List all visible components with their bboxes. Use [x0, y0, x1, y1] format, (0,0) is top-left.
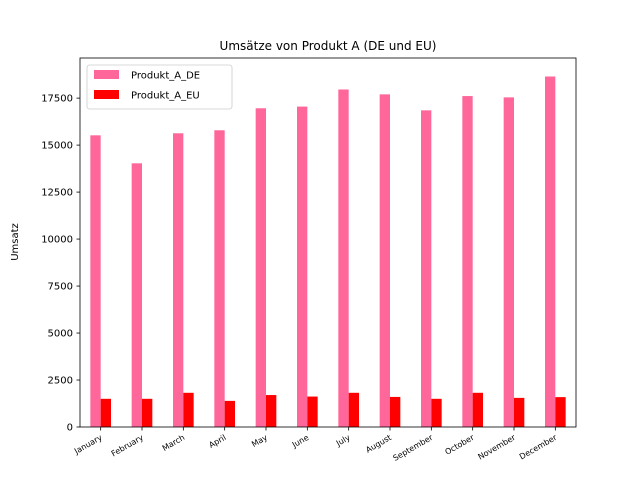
bar-produkt-a-de-october: [462, 96, 473, 427]
legend-swatch-produkt-a-de: [94, 70, 119, 79]
plot-frame: [79, 57, 577, 428]
x-tick-label-november: November: [476, 433, 517, 462]
bar-produkt-a-eu-june: [307, 396, 318, 427]
bar-produkt-a-eu-november: [514, 397, 525, 427]
bar-produkt-a-de-august: [379, 94, 390, 428]
x-tick-label-may: May: [250, 433, 269, 449]
bar-produkt-a-eu-october: [472, 392, 483, 427]
legend-label-produkt-a-de: Produkt_A_DE: [131, 71, 200, 82]
y-tick-label: 2500: [48, 376, 73, 387]
x-tick-label-april: April: [207, 433, 227, 450]
bar-produkt-a-eu-july: [348, 392, 359, 427]
x-tick-label-september: September: [392, 433, 435, 463]
bar-produkt-a-eu-september: [431, 398, 442, 427]
bar-produkt-a-de-may: [255, 108, 266, 428]
legend-label-produkt-a-eu: Produkt_A_EU: [131, 91, 200, 102]
bar-produkt-a-de-february: [131, 163, 142, 427]
bar-produkt-a-de-september: [421, 110, 432, 427]
bar-produkt-a-de-march: [173, 133, 184, 427]
legend: Produkt_A_DE Produkt_A_EU: [86, 64, 233, 110]
bar-produkt-a-eu-january: [100, 398, 111, 427]
bar-produkt-a-de-november: [503, 97, 514, 428]
x-tick-label-january: January: [72, 433, 104, 457]
x-tick-label-july: July: [334, 433, 352, 449]
bar-produkt-a-de-june: [297, 106, 308, 427]
legend-swatch-produkt-a-eu: [94, 90, 119, 99]
x-tick-label-june: June: [290, 433, 311, 450]
x-tick-label-august: August: [364, 433, 393, 455]
x-tick-label-march: March: [161, 433, 187, 453]
y-tick-label: 7500: [48, 282, 73, 293]
bar-produkt-a-de-january: [90, 135, 101, 427]
chart-title: Umsätze von Produkt A (DE und EU): [220, 39, 437, 53]
legend-box: [86, 64, 233, 110]
bar-produkt-a-de-july: [338, 89, 349, 427]
bar-produkt-a-de-april: [214, 130, 225, 427]
x-tick-label-february: February: [110, 433, 145, 459]
y-tick-label: 17500: [41, 94, 73, 105]
bar-produkt-a-eu-february: [142, 398, 153, 427]
bar-produkt-a-de-december: [545, 76, 556, 427]
x-tick-label-december: December: [518, 433, 559, 462]
bar-produkt-a-eu-december: [555, 397, 566, 427]
bar-produkt-a-eu-august: [390, 396, 401, 427]
bar-produkt-a-eu-may: [266, 395, 277, 427]
y-tick-label: 10000: [41, 235, 73, 246]
y-axis-label: Umsatz: [10, 223, 21, 261]
bar-produkt-a-eu-march: [183, 392, 194, 427]
y-tick-label: 5000: [48, 329, 73, 340]
bar-produkt-a-eu-april: [224, 400, 235, 427]
y-tick-label: 12500: [41, 188, 73, 199]
x-tick-label-october: October: [443, 433, 476, 457]
y-tick-label: 0: [67, 423, 73, 434]
y-tick-label: 15000: [41, 141, 73, 152]
